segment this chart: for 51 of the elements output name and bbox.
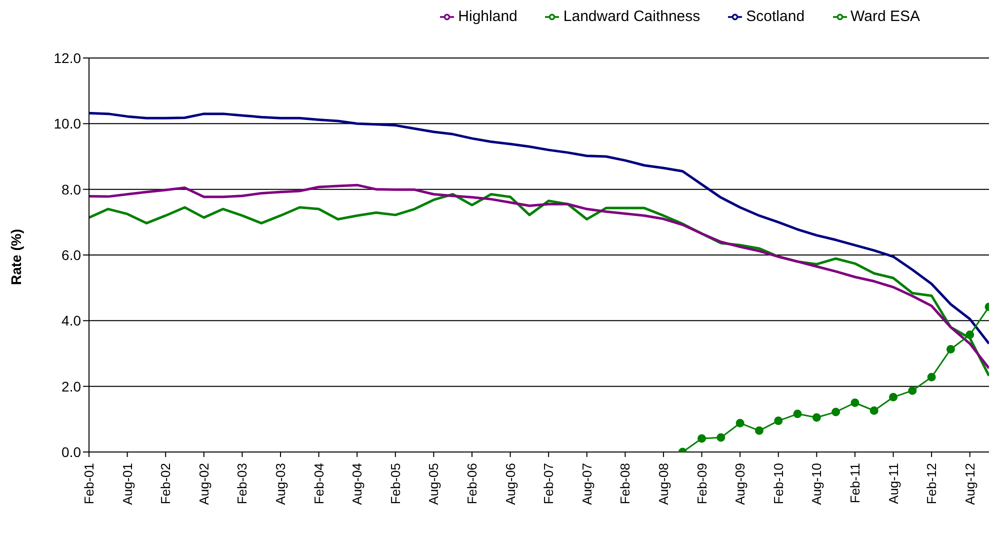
legend-label: Ward ESA [850,8,920,25]
point [927,372,936,382]
x-tick-label: Feb-04 [311,463,326,504]
x-tick-label: Feb-11 [847,463,862,504]
y-tick-label: 0.0 [62,444,82,460]
point [754,426,764,435]
x-tick-label: Feb-03 [234,463,250,504]
y-tick-label: 10.0 [54,116,82,132]
x-tick-label: Feb-09 [694,463,710,504]
x-tick-label: Aug-02 [196,463,212,505]
legend-label: Highland [458,8,518,25]
y-tick-label: 8.0 [62,181,82,198]
x-tick-label: Aug-03 [272,463,288,505]
x-tick-label: Feb-02 [158,463,174,504]
x-tick-label: Aug-04 [350,463,365,505]
legend-label: Landward Caithness [563,8,700,25]
point [716,433,726,442]
x-tick-label: Feb-08 [618,463,633,504]
point [698,434,706,443]
point [812,413,821,422]
x-tick-label: Aug-07 [579,463,594,505]
legend-label: Scotland [746,8,805,25]
x-tick-label: Aug-12 [962,463,978,505]
y-tick-label: 4.0 [62,312,82,329]
x-tick-label: Feb-01 [82,463,96,504]
point [908,386,917,395]
x-tick-label: Feb-07 [541,463,556,504]
point [793,410,802,418]
y-tick-label: 2.0 [62,378,82,394]
point [736,418,744,428]
y-tick-label: 12.0 [54,50,82,66]
point [946,344,955,354]
x-tick-label: Aug-10 [809,463,824,505]
x-tick-label: Feb-06 [464,463,480,504]
x-tick-label: Aug-01 [120,463,135,505]
x-tick-label: Feb-10 [770,463,786,504]
point [966,330,974,340]
x-tick-label: Aug-08 [656,463,671,505]
x-tick-label: Aug-09 [732,463,748,505]
x-tick-label: Aug-05 [426,463,442,505]
x-tick-label: Feb-05 [388,463,403,504]
x-tick-label: Aug-06 [502,463,518,505]
y-axis-title: Rate (%) [8,228,24,285]
point [850,398,860,407]
y-tick-label: 6.0 [62,246,82,263]
point [832,408,840,416]
point [889,392,898,402]
point [774,416,783,426]
point [870,406,878,415]
x-tick-label: Feb-12 [924,463,940,504]
x-tick-label: Aug-11 [886,463,901,504]
